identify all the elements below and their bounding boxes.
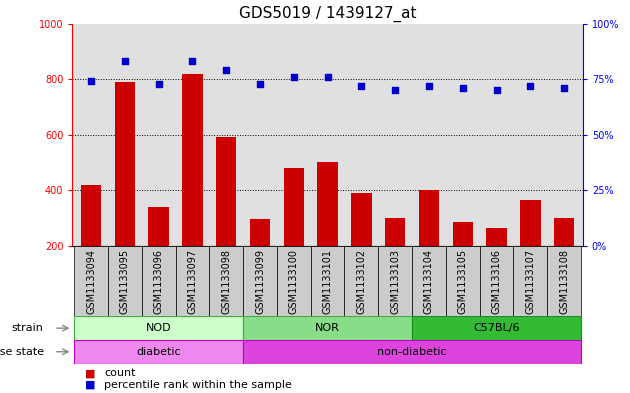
Text: GSM1133095: GSM1133095 [120, 249, 130, 314]
Point [357, 83, 367, 89]
Text: GSM1133099: GSM1133099 [255, 249, 265, 314]
Bar [277, 246, 311, 316]
Bar [352, 193, 372, 246]
Bar [479, 246, 513, 316]
Bar [446, 246, 479, 316]
Point [86, 78, 96, 84]
Bar [547, 246, 581, 316]
Text: percentile rank within the sample: percentile rank within the sample [104, 380, 292, 390]
Bar [142, 246, 176, 316]
Bar [250, 219, 270, 246]
Point [390, 87, 400, 93]
Text: GSM1133100: GSM1133100 [289, 249, 299, 314]
Text: ■: ■ [85, 368, 96, 378]
Bar [520, 200, 541, 246]
Text: strain: strain [12, 323, 43, 333]
Text: NOD: NOD [146, 323, 171, 333]
Bar [216, 138, 236, 246]
Text: disease state: disease state [0, 347, 43, 357]
Bar [513, 246, 547, 316]
Bar [81, 185, 101, 246]
Point [289, 74, 299, 80]
Bar [345, 246, 378, 316]
Point [154, 81, 164, 87]
Bar [182, 73, 203, 246]
Bar [115, 82, 135, 246]
Bar [318, 162, 338, 246]
Text: GSM1133098: GSM1133098 [221, 249, 231, 314]
Text: GSM1133108: GSM1133108 [559, 249, 569, 314]
Text: GSM1133101: GSM1133101 [323, 249, 333, 314]
Bar [311, 246, 345, 316]
Bar [149, 207, 169, 246]
Text: GSM1133094: GSM1133094 [86, 249, 96, 314]
Bar [412, 246, 446, 316]
Bar [176, 246, 209, 316]
Point [323, 74, 333, 80]
Text: NOR: NOR [315, 323, 340, 333]
Bar [378, 246, 412, 316]
Text: GSM1133097: GSM1133097 [187, 249, 197, 314]
Text: GSM1133107: GSM1133107 [525, 249, 536, 314]
Text: C57BL/6: C57BL/6 [473, 323, 520, 333]
Text: non-diabetic: non-diabetic [377, 347, 447, 357]
Bar [209, 246, 243, 316]
Bar [108, 246, 142, 316]
Bar [554, 218, 575, 246]
Point [525, 83, 536, 89]
Bar [74, 340, 243, 364]
Title: GDS5019 / 1439127_at: GDS5019 / 1439127_at [239, 6, 416, 22]
Bar [385, 218, 405, 246]
Text: diabetic: diabetic [136, 347, 181, 357]
Text: ■: ■ [85, 380, 96, 390]
Bar [486, 228, 507, 246]
Point [458, 85, 468, 91]
Point [187, 58, 197, 64]
Bar [243, 316, 412, 340]
Text: GSM1133106: GSM1133106 [491, 249, 501, 314]
Point [491, 87, 501, 93]
Bar [452, 222, 473, 246]
Point [120, 58, 130, 64]
Text: GSM1133104: GSM1133104 [424, 249, 434, 314]
Bar [412, 316, 581, 340]
Point [255, 81, 265, 87]
Point [221, 67, 231, 73]
Bar [74, 316, 243, 340]
Text: GSM1133096: GSM1133096 [154, 249, 164, 314]
Point [559, 85, 569, 91]
Text: GSM1133105: GSM1133105 [458, 249, 468, 314]
Bar [419, 190, 439, 246]
Text: GSM1133102: GSM1133102 [357, 249, 367, 314]
Point [424, 83, 434, 89]
Bar [243, 340, 581, 364]
Bar [284, 168, 304, 246]
Text: count: count [104, 368, 135, 378]
Text: GSM1133103: GSM1133103 [390, 249, 400, 314]
Bar [243, 246, 277, 316]
Bar [74, 246, 108, 316]
